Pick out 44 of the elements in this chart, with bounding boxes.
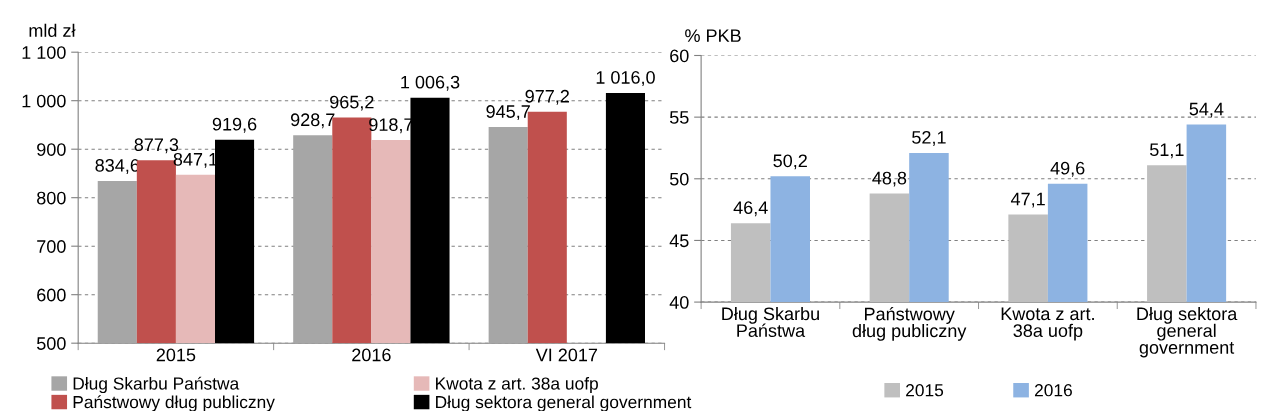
y-tick-label: 50 xyxy=(669,172,689,186)
y-tick-label: 60 xyxy=(670,49,689,63)
y-axis-title: % PKB xyxy=(685,29,741,42)
legend-label: 2016 xyxy=(1034,384,1072,397)
data-label: 46,4 xyxy=(733,201,768,217)
y-tick-label: 1 100 xyxy=(22,46,66,59)
data-label: 847,1 xyxy=(173,152,218,168)
data-label: 965,2 xyxy=(330,95,374,111)
legend-label: Kwota z art. 38a uofp xyxy=(436,376,598,394)
legend-label: Dług sektora general government xyxy=(436,395,692,411)
data-label: 1 016,0 xyxy=(596,71,655,86)
legend-label: Państwowy dług publiczny xyxy=(73,395,275,411)
data-label: 877,3 xyxy=(134,138,179,154)
data-label: 1 006,3 xyxy=(401,75,460,91)
data-label: 51,1 xyxy=(1149,143,1184,159)
y-tick-label: 600 xyxy=(37,288,66,302)
data-label: 928,7 xyxy=(290,113,335,129)
data-label: 48,8 xyxy=(872,171,907,187)
y-tick-label: 55 xyxy=(669,111,689,124)
y-tick-label: 1 000 xyxy=(22,94,66,108)
y-tick-label: 800 xyxy=(37,191,66,205)
x-tick-label: Kwota z art. 38a uofp xyxy=(1001,307,1094,341)
data-label: 50,2 xyxy=(773,154,807,170)
data-label: 52,1 xyxy=(912,130,946,146)
data-label: 919,6 xyxy=(212,117,257,133)
data-label: 977,2 xyxy=(525,89,569,105)
y-tick-label: 40 xyxy=(669,296,689,309)
data-label: 49,6 xyxy=(1050,161,1085,177)
x-tick-label: 2016 xyxy=(352,348,391,362)
y-tick-label: 900 xyxy=(37,143,66,156)
data-label: 945,7 xyxy=(486,105,530,121)
data-label: 54,4 xyxy=(1189,102,1224,118)
legend-label: Dług Skarbu Państwa xyxy=(73,376,240,394)
x-tick-label: Państwowy dług publiczny xyxy=(852,306,967,341)
x-tick-label: Dług Skarbu Państwa xyxy=(722,306,819,338)
x-tick-label: 2015 xyxy=(156,348,196,362)
y-tick-label: 500 xyxy=(36,337,66,350)
y-tick-label: 45 xyxy=(669,234,689,248)
legend-label: 2015 xyxy=(906,384,944,397)
x-tick-label: Dług sektora general government xyxy=(1137,306,1238,358)
data-label: 47,1 xyxy=(1010,192,1045,208)
y-axis-title: mld zł xyxy=(29,23,76,37)
x-tick-label: VI 2017 xyxy=(535,348,598,362)
y-tick-label: 700 xyxy=(37,240,66,253)
